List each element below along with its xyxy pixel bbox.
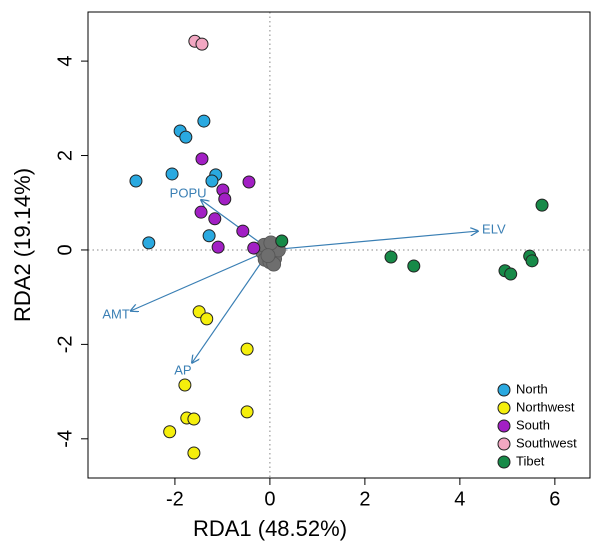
legend-marker — [497, 455, 511, 469]
x-tick-label: -2 — [166, 488, 184, 510]
y-tick-label: 0 — [54, 244, 76, 255]
legend-label: North — [516, 381, 548, 396]
point — [240, 405, 254, 419]
point — [525, 254, 539, 268]
point — [504, 267, 518, 281]
point — [178, 378, 192, 392]
biplot-arrow — [269, 231, 478, 251]
arrow-label: ELV — [482, 222, 506, 237]
point — [179, 130, 193, 144]
point — [275, 234, 289, 248]
point — [202, 229, 216, 243]
arrow-label: AMT — [102, 306, 130, 321]
legend-label: Tibet — [516, 453, 545, 468]
legend-marker — [497, 437, 511, 451]
legend-marker — [497, 383, 511, 397]
x-tick-label: 2 — [359, 488, 370, 510]
point — [211, 240, 225, 254]
y-tick-label: 2 — [54, 150, 76, 161]
point — [197, 114, 211, 128]
point — [240, 342, 254, 356]
y-tick-label: -2 — [54, 335, 76, 353]
legend-label: Southwest — [516, 435, 577, 450]
legend-marker — [497, 401, 511, 415]
legend-label: South — [516, 417, 550, 432]
point — [205, 174, 219, 188]
point — [236, 224, 250, 238]
center-point — [260, 248, 276, 264]
point — [129, 174, 143, 188]
point — [187, 446, 201, 460]
plot-frame — [87, 11, 591, 479]
legend-label: Northwest — [516, 399, 575, 414]
point — [535, 198, 549, 212]
y-tick-label: 4 — [54, 56, 76, 67]
x-tick-label: 4 — [454, 488, 465, 510]
point — [142, 236, 156, 250]
x-axis-label: RDA1 (48.52%) — [193, 516, 347, 541]
point — [384, 250, 398, 264]
point — [247, 241, 261, 255]
point — [187, 412, 201, 426]
legend-marker — [497, 419, 511, 433]
point — [407, 259, 421, 273]
point — [242, 175, 256, 189]
biplot-arrow — [131, 249, 271, 311]
point — [163, 425, 177, 439]
arrow-label: AP — [174, 362, 191, 377]
x-tick-label: 0 — [264, 488, 275, 510]
point — [194, 205, 208, 219]
point — [218, 192, 232, 206]
point — [200, 312, 214, 326]
point — [195, 152, 209, 166]
biplot-arrow — [192, 249, 271, 363]
point — [208, 212, 222, 226]
point — [165, 167, 179, 181]
x-tick-label: 6 — [549, 488, 560, 510]
arrow-label: POPU — [170, 185, 207, 200]
y-axis-label: RDA2 (19.14%) — [10, 168, 35, 322]
y-tick-label: -4 — [54, 430, 76, 448]
point — [195, 37, 209, 51]
